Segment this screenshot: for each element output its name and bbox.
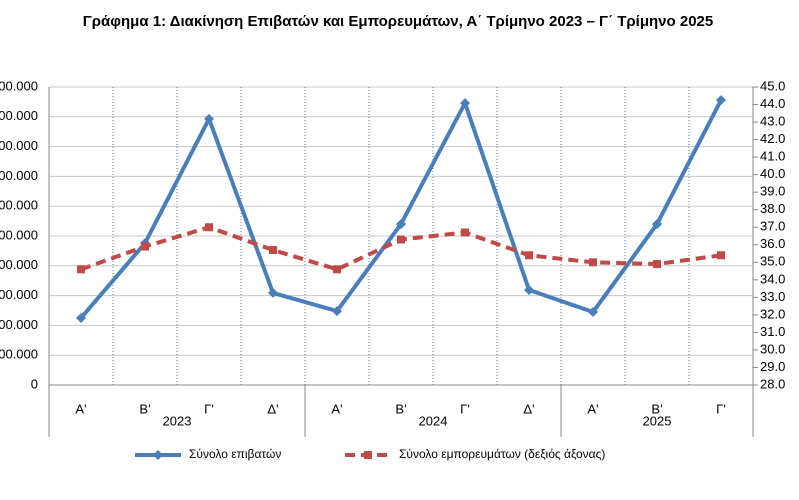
chart-title: Γράφημα 1: Διακίνηση Επιβατών και Εμπορε… (83, 13, 713, 30)
y2-tick-label: 34.0 (760, 271, 785, 286)
point (460, 98, 470, 109)
point (653, 260, 661, 269)
x-tick-label: Α' (587, 401, 598, 416)
legend-label: Σύνολο επιβατών (189, 447, 281, 461)
legend-marker (364, 451, 372, 459)
point (204, 113, 214, 124)
point (652, 219, 662, 230)
x-tick-label: Α' (331, 401, 342, 416)
legend-label: Σύνολο εμπορευμάτων (δεξιός άξονας) (399, 447, 605, 461)
y-tick-label: 200.000 (0, 317, 38, 332)
y2-tick-label: 40.0 (760, 166, 785, 181)
y2-tick-label: 35.0 (760, 254, 785, 269)
point (269, 246, 277, 255)
y2-tick-label: 38.0 (760, 201, 785, 216)
y2-tick-label: 28.0 (760, 376, 785, 391)
point (268, 287, 278, 298)
y-tick-label: 800.000 (0, 138, 38, 153)
y2-tick-label: 43.0 (760, 113, 785, 128)
point (716, 95, 726, 106)
point (396, 219, 406, 230)
point (76, 312, 86, 323)
point (588, 306, 598, 317)
y2-tick-label: 39.0 (760, 184, 785, 199)
y-tick-label: 0 (31, 376, 38, 391)
x-tick-label: Γ' (204, 401, 214, 416)
point (461, 228, 469, 237)
y-tick-label: 100.000 (0, 347, 38, 362)
y2-tick-label: 37.0 (760, 219, 785, 234)
y-tick-label: 900.000 (0, 108, 38, 123)
y2-tick-label: 32.0 (760, 306, 785, 321)
y2-tick-label: 29.0 (760, 359, 785, 374)
x-tick-label: Β' (651, 401, 662, 416)
series-line (80, 225, 722, 272)
y-tick-label: 400.000 (0, 257, 38, 272)
x-tick-label: Δ' (523, 401, 534, 416)
x-tick-label: Γ' (716, 401, 726, 416)
point (525, 251, 533, 260)
x-tick-label: Β' (139, 401, 150, 416)
y-tick-label: 300.000 (0, 287, 38, 302)
x-tick-label: Β' (395, 401, 406, 416)
legend-marker (153, 450, 163, 460)
point (332, 306, 342, 317)
y-tick-label: 1.000.000 (0, 78, 38, 93)
x-group-label: 2024 (419, 413, 448, 428)
y2-tick-label: 44.0 (760, 96, 785, 111)
y2-tick-label: 45.0 (760, 78, 785, 93)
point (524, 284, 534, 295)
x-tick-label: Α' (75, 401, 86, 416)
point (397, 235, 405, 244)
y2-tick-label: 36.0 (760, 236, 785, 251)
x-tick-label: Δ' (267, 401, 278, 416)
y2-tick-label: 31.0 (760, 324, 785, 339)
y2-tick-label: 33.0 (760, 289, 785, 304)
x-group-label: 2025 (643, 413, 672, 428)
point (717, 251, 725, 260)
y-tick-label: 500.000 (0, 227, 38, 242)
y2-tick-label: 30.0 (760, 341, 785, 356)
x-tick-label: Γ' (460, 401, 470, 416)
point (77, 265, 85, 274)
point (205, 223, 213, 232)
point (141, 242, 149, 251)
y2-tick-label: 42.0 (760, 131, 785, 146)
point (333, 265, 341, 274)
y2-tick-label: 41.0 (760, 149, 785, 164)
y-tick-label: 700.000 (0, 168, 38, 183)
y-tick-label: 600.000 (0, 198, 38, 213)
x-group-label: 2023 (163, 413, 192, 428)
point (589, 258, 597, 267)
